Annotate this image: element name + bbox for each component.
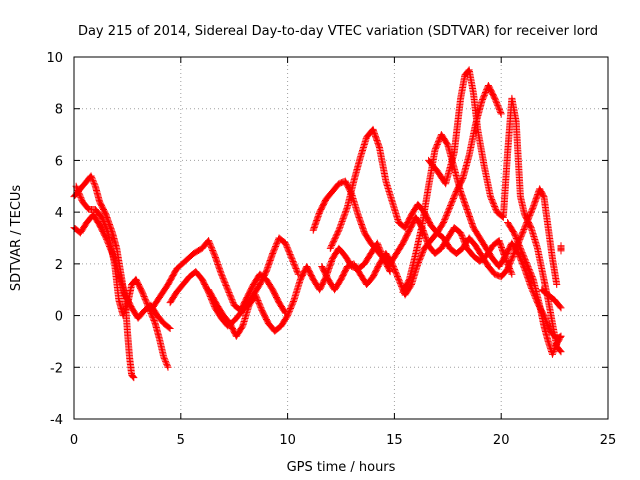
series-arc-13 xyxy=(538,286,565,312)
x-axis-label: GPS time / hours xyxy=(287,460,396,475)
y-tick-label: 4 xyxy=(55,206,63,221)
series-arc-6 xyxy=(205,239,394,340)
chart-title: Day 215 of 2014, Sidereal Day-to-day VTE… xyxy=(78,24,598,39)
series-arc-12 xyxy=(504,218,565,358)
y-axis-label: SDTVAR / TECUs xyxy=(9,185,24,292)
x-tick-label: 5 xyxy=(177,433,185,448)
axis-ticks xyxy=(73,56,609,420)
x-tick-label: 25 xyxy=(600,433,617,448)
x-tick-label: 10 xyxy=(279,433,296,448)
y-tick-label: -2 xyxy=(50,361,63,376)
grid-lines xyxy=(74,57,608,419)
y-tick-label: 6 xyxy=(55,154,63,169)
series-arc-2 xyxy=(70,172,138,382)
x-tick-label: 20 xyxy=(493,433,510,448)
plot-frame xyxy=(73,56,609,420)
y-tick-label: -4 xyxy=(50,413,63,428)
x-tick-label: 0 xyxy=(70,433,78,448)
x-tick-label: 15 xyxy=(386,433,403,448)
y-tick-label: 8 xyxy=(55,103,63,118)
series-arc-14 xyxy=(557,242,565,255)
tick-labels: 0 5 10 15 20 25 -4 -2 0 2 4 6 8 10 xyxy=(46,51,616,448)
series-arc-8 xyxy=(318,81,505,299)
y-tick-label: 0 xyxy=(55,310,63,325)
y-tick-label: 2 xyxy=(55,258,63,273)
data-points xyxy=(70,66,565,382)
series-arc-11 xyxy=(425,66,565,356)
y-tick-label: 10 xyxy=(46,51,63,66)
